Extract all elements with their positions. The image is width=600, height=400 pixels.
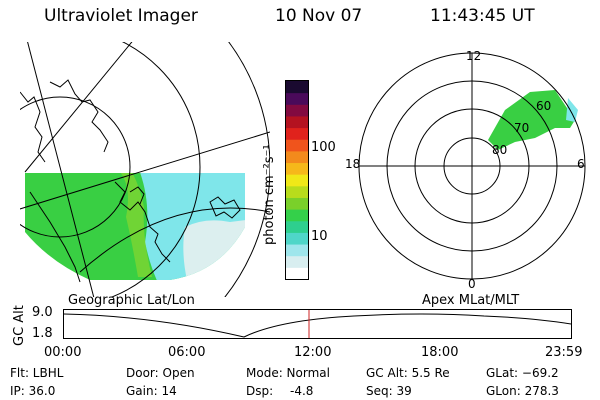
seq-readout: Seq: 39 bbox=[366, 384, 412, 398]
auroral-oval-cyan bbox=[566, 98, 578, 122]
colorbar-band bbox=[286, 232, 308, 245]
colorbar-band bbox=[286, 267, 308, 280]
glon-readout: GLon: 278.3 bbox=[486, 384, 559, 398]
swath-yellowgreen bbox=[120, 173, 152, 277]
colorbar-band bbox=[286, 127, 308, 140]
colorbar-band bbox=[286, 104, 308, 117]
colorbar-band bbox=[286, 150, 308, 164]
dsp-value: -4.8 bbox=[290, 384, 314, 398]
mlt-label-12: 12 bbox=[466, 50, 481, 63]
colorbar-band bbox=[286, 92, 308, 105]
page-title: Ultraviolet Imager bbox=[44, 6, 198, 26]
timeline-xtick-1200: 12:00 bbox=[294, 345, 332, 360]
gc-alt-readout: GC Alt: 5.5 Re bbox=[366, 366, 450, 380]
auroral-oval-patch bbox=[488, 90, 575, 150]
ip-readout: IP: 36.0 bbox=[10, 384, 56, 398]
mode-readout: Mode: Normal bbox=[246, 366, 330, 380]
apex-polar-plot: 12 18 6 0 60 70 80 bbox=[340, 49, 590, 291]
colorbar-tick-100: 100 bbox=[311, 140, 336, 155]
dsp-label: Dsp: bbox=[246, 384, 274, 398]
colorbar-band bbox=[286, 185, 308, 198]
geographic-map bbox=[20, 42, 270, 297]
colorbar-unit-label: photon cm⁻²s⁻¹ bbox=[262, 144, 277, 245]
timeline-xtick-0000: 00:00 bbox=[44, 345, 82, 360]
mlt-label-6: 6 bbox=[577, 157, 585, 171]
timeline-xtick-1800: 18:00 bbox=[421, 345, 459, 360]
colorbar-band bbox=[286, 81, 308, 94]
mlt-label-0: 0 bbox=[468, 277, 476, 290]
time-readout: 11:43:45 UT bbox=[430, 6, 535, 26]
date-readout: 10 Nov 07 bbox=[275, 6, 363, 26]
colorbar-tick-10: 10 bbox=[311, 229, 328, 244]
colorbar-band bbox=[286, 115, 308, 129]
colorbar-band bbox=[286, 209, 308, 222]
filter-readout: Flt: LBHL bbox=[10, 366, 64, 380]
mlt-label-18: 18 bbox=[345, 157, 360, 171]
geographic-label: Geographic Lat/Lon bbox=[68, 293, 195, 308]
timeline-ytick-low: 1.8 bbox=[32, 326, 53, 341]
colorbar-band bbox=[286, 220, 308, 233]
mlat-label-60: 60 bbox=[536, 99, 551, 113]
timeline-xtick-0600: 06:00 bbox=[168, 345, 206, 360]
orbit-altitude-curve bbox=[63, 313, 572, 338]
glat-readout: GLat: −69.2 bbox=[486, 366, 559, 380]
timeline-ylabel: GC Alt bbox=[12, 305, 27, 346]
gain-readout: Gain: 14 bbox=[126, 384, 177, 398]
orbit-timeline[interactable] bbox=[63, 309, 572, 339]
door-readout: Door: Open bbox=[126, 366, 195, 380]
colorbar bbox=[285, 80, 309, 280]
colorbar-band bbox=[286, 139, 308, 152]
apex-label: Apex MLat/MLT bbox=[422, 293, 520, 308]
colorbar-band bbox=[286, 244, 308, 257]
colorbar-band bbox=[286, 162, 308, 175]
colorbar-band bbox=[286, 255, 308, 268]
timeline-ytick-high: 9.0 bbox=[32, 305, 53, 320]
swath-pale bbox=[183, 217, 245, 280]
mlat-label-80: 80 bbox=[492, 143, 507, 157]
mlat-label-70: 70 bbox=[514, 121, 529, 135]
colorbar-band bbox=[286, 174, 308, 187]
timeline-xtick-2359: 23:59 bbox=[545, 345, 583, 360]
colorbar-band bbox=[286, 197, 308, 210]
